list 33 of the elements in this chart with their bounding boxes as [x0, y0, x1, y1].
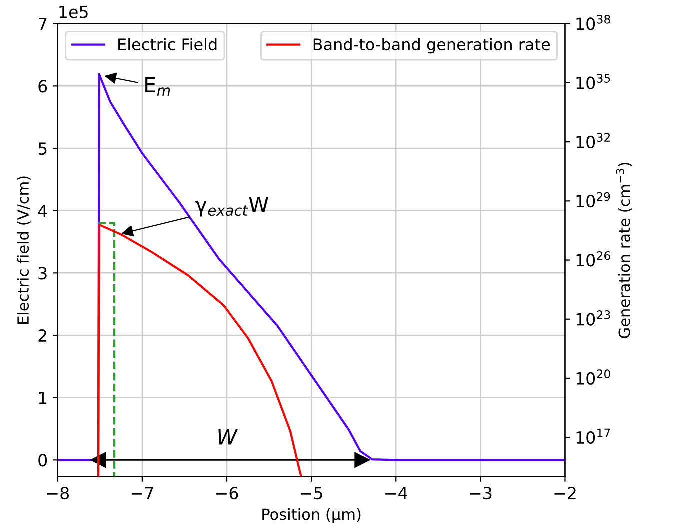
- x-tick-label: −2: [554, 487, 576, 500]
- annotation: γ$_{exact}$W: [195, 197, 268, 217]
- annotation: W: [218, 430, 238, 445]
- line-series: [97, 224, 302, 477]
- legend-label: Band-to-band generation rate: [314, 38, 550, 54]
- x-tick-label: −7: [132, 487, 154, 500]
- y2-tick-label: 10$^{35}$: [576, 74, 610, 90]
- x-tick-label: −3: [470, 487, 492, 500]
- y-tick-label: 2: [38, 329, 46, 342]
- y2-axis-title: Generation rate (cm$^{−3}$): [616, 162, 632, 338]
- x-tick-label: −8: [47, 487, 70, 500]
- y-tick-label: 7: [38, 18, 47, 30]
- legend-label: Electric Field: [118, 38, 217, 51]
- y2-tick-label: 10$^{17}$: [576, 428, 610, 444]
- text: 1e5: [60, 6, 88, 18]
- y2-tick-label: 10$^{23}$: [576, 310, 610, 326]
- annotation: E$_{m}$: [146, 77, 170, 96]
- y2-tick-label: 10$^{20}$: [576, 370, 610, 385]
- x-tick-label: −6: [216, 487, 238, 500]
- y-axis-title: Electric field (V/cm): [17, 176, 31, 324]
- x-axis-title: Position (μm): [262, 508, 361, 524]
- y-tick-label: 5: [38, 142, 47, 156]
- y2-tick-label: 10$^{26}$: [576, 251, 610, 267]
- y-tick-label: 6: [38, 80, 48, 93]
- y-tick-label: 0: [38, 454, 48, 467]
- y-tick-label: 3: [38, 267, 47, 280]
- y2-tick-label: 10$^{32}$: [576, 133, 610, 149]
- x-tick-label: −5: [301, 487, 322, 500]
- y-tick-label: 1: [39, 392, 47, 404]
- y2-tick-label: 10$^{29}$: [576, 192, 610, 208]
- y2-tick-label: 10$^{38}$: [576, 15, 610, 30]
- x-tick-label: −4: [386, 487, 408, 500]
- y-tick-label: 4: [38, 205, 48, 218]
